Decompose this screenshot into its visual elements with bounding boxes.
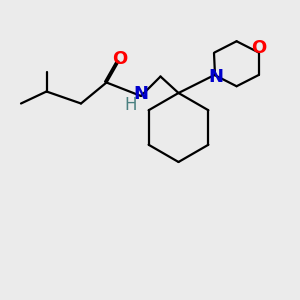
- Text: H: H: [124, 96, 137, 114]
- Text: O: O: [251, 39, 266, 57]
- Text: O: O: [112, 50, 128, 68]
- Text: N: N: [208, 68, 224, 85]
- Text: N: N: [134, 85, 148, 103]
